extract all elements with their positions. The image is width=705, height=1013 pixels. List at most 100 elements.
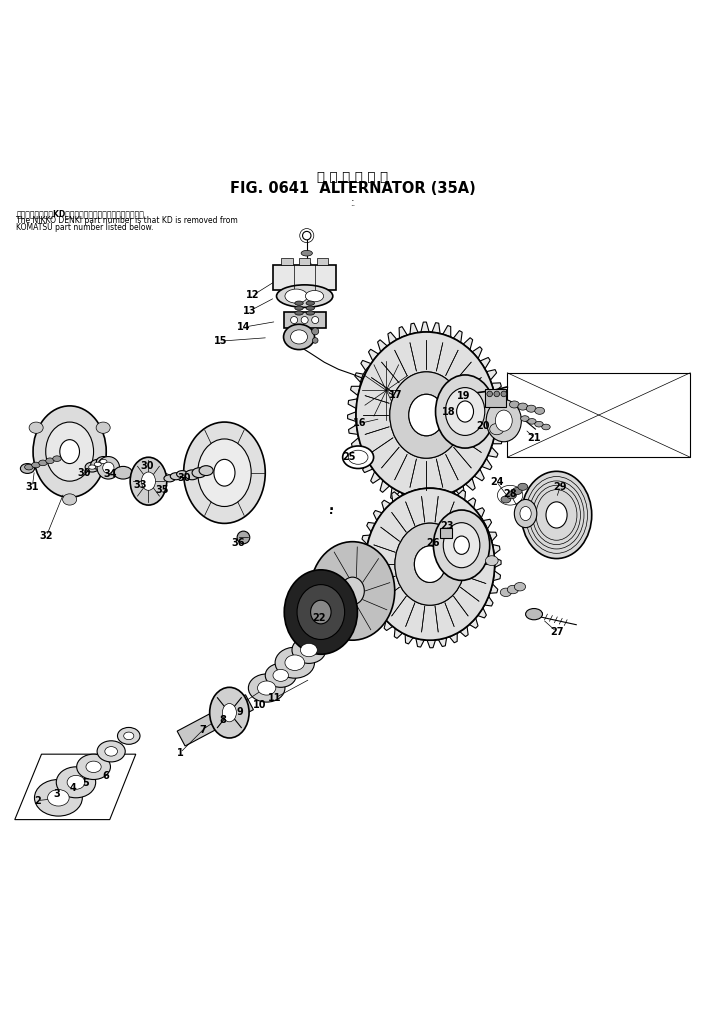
Ellipse shape: [534, 421, 543, 427]
Ellipse shape: [164, 475, 175, 482]
Ellipse shape: [284, 570, 357, 654]
Ellipse shape: [118, 727, 140, 745]
Ellipse shape: [436, 375, 495, 448]
Circle shape: [302, 231, 311, 240]
Text: 28: 28: [503, 489, 517, 498]
Text: 15: 15: [214, 336, 227, 346]
Ellipse shape: [283, 324, 314, 349]
Bar: [485, 389, 506, 406]
Ellipse shape: [20, 464, 35, 473]
Text: 27: 27: [550, 627, 563, 637]
Ellipse shape: [365, 488, 495, 640]
Text: 1: 1: [177, 748, 183, 758]
Text: 12: 12: [246, 291, 259, 301]
Ellipse shape: [510, 401, 520, 408]
Ellipse shape: [35, 779, 82, 816]
Text: 3: 3: [54, 788, 61, 798]
Ellipse shape: [209, 688, 249, 738]
Polygon shape: [348, 322, 505, 509]
Text: 5: 5: [82, 778, 89, 788]
Ellipse shape: [300, 643, 317, 656]
Text: 31: 31: [25, 482, 39, 491]
Ellipse shape: [415, 546, 446, 582]
Ellipse shape: [183, 422, 265, 524]
Circle shape: [97, 457, 120, 479]
Ellipse shape: [490, 423, 504, 435]
Ellipse shape: [97, 741, 125, 762]
Ellipse shape: [395, 523, 465, 605]
Text: 18: 18: [442, 406, 455, 416]
Text: 20: 20: [477, 420, 490, 431]
Ellipse shape: [534, 407, 544, 414]
Ellipse shape: [520, 506, 531, 521]
Text: 21: 21: [527, 433, 541, 443]
Ellipse shape: [114, 466, 133, 479]
Circle shape: [487, 391, 493, 397]
Bar: [273, 265, 336, 291]
Ellipse shape: [60, 440, 80, 464]
Text: The NIKKO DENKI part number is that KD is removed from: The NIKKO DENKI part number is that KD i…: [16, 217, 238, 225]
Circle shape: [290, 316, 298, 323]
Ellipse shape: [310, 542, 395, 640]
Ellipse shape: [46, 422, 94, 481]
Ellipse shape: [390, 372, 463, 458]
Ellipse shape: [415, 546, 446, 582]
Text: 32: 32: [39, 531, 53, 541]
Ellipse shape: [306, 311, 314, 315]
Ellipse shape: [528, 418, 536, 424]
Ellipse shape: [222, 703, 236, 722]
Text: 29: 29: [553, 482, 567, 491]
Ellipse shape: [443, 523, 480, 567]
Ellipse shape: [486, 399, 522, 442]
Ellipse shape: [63, 493, 77, 505]
Text: KOMATSU part number listed below.: KOMATSU part number listed below.: [16, 224, 154, 232]
Ellipse shape: [248, 674, 285, 702]
Ellipse shape: [302, 261, 311, 265]
Ellipse shape: [365, 488, 495, 640]
Circle shape: [103, 462, 114, 473]
Bar: [299, 258, 310, 265]
Text: オ ル タ ネ ー タ: オ ル タ ネ ー タ: [317, 171, 388, 183]
Ellipse shape: [518, 483, 528, 490]
Text: 6: 6: [103, 771, 109, 781]
Ellipse shape: [214, 459, 235, 486]
Text: 36: 36: [232, 538, 245, 548]
Ellipse shape: [265, 664, 296, 688]
Ellipse shape: [53, 456, 61, 462]
Text: 24: 24: [490, 477, 503, 487]
Ellipse shape: [341, 577, 364, 605]
Text: 26: 26: [426, 538, 439, 548]
Ellipse shape: [518, 403, 528, 410]
Text: 23: 23: [440, 522, 453, 531]
Ellipse shape: [295, 311, 303, 315]
Text: 19: 19: [457, 391, 470, 401]
Text: 11: 11: [269, 693, 282, 703]
Ellipse shape: [343, 446, 374, 468]
Ellipse shape: [515, 582, 526, 591]
Text: 33: 33: [133, 480, 147, 490]
Ellipse shape: [97, 457, 111, 466]
Ellipse shape: [356, 332, 497, 498]
Text: 35: 35: [156, 484, 169, 494]
Ellipse shape: [105, 747, 118, 756]
Ellipse shape: [409, 394, 444, 436]
Ellipse shape: [91, 459, 105, 469]
Ellipse shape: [541, 424, 550, 430]
Ellipse shape: [454, 536, 470, 554]
Ellipse shape: [130, 457, 167, 505]
Text: 13: 13: [243, 306, 257, 316]
Text: 30: 30: [177, 473, 190, 483]
Text: 8: 8: [219, 715, 226, 725]
Circle shape: [301, 316, 308, 323]
Ellipse shape: [32, 462, 40, 468]
Ellipse shape: [199, 466, 213, 475]
Text: 14: 14: [238, 322, 251, 332]
Circle shape: [312, 337, 318, 343]
Ellipse shape: [306, 301, 314, 305]
Circle shape: [312, 316, 319, 323]
Bar: [440, 529, 453, 538]
Ellipse shape: [123, 732, 134, 739]
Ellipse shape: [434, 510, 490, 580]
Bar: [283, 312, 326, 328]
Ellipse shape: [197, 439, 251, 506]
